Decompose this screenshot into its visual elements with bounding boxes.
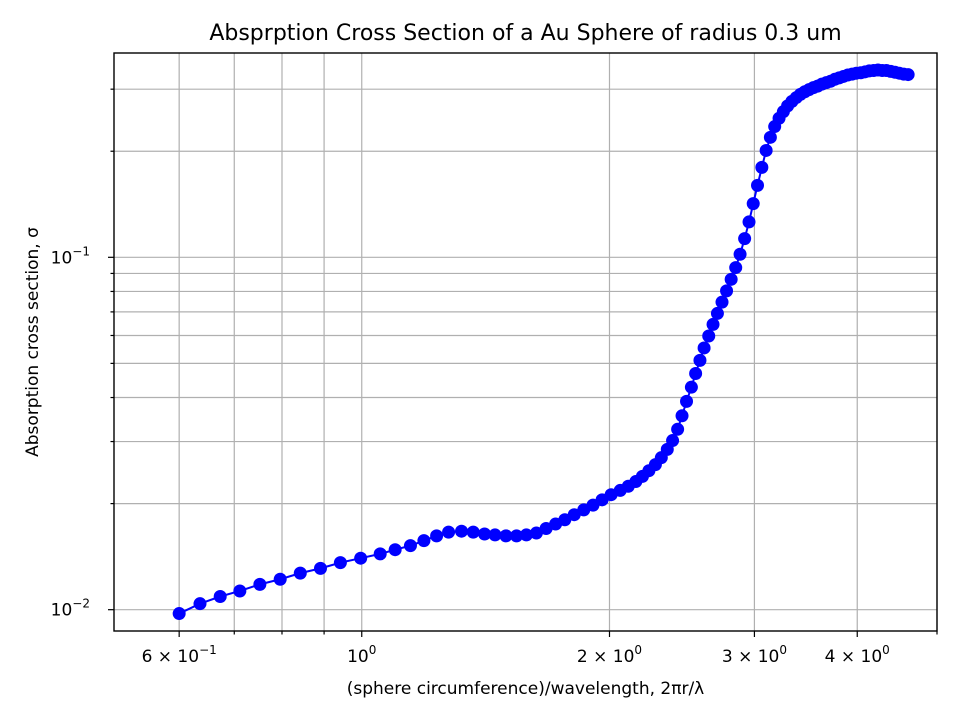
data-point — [751, 178, 765, 192]
data-point — [666, 434, 680, 448]
data-point — [510, 529, 524, 543]
x-tick-label: 4 × 100 — [825, 643, 890, 667]
data-point — [729, 261, 743, 275]
data-point — [720, 284, 734, 298]
data-point — [273, 572, 287, 586]
data-point — [693, 353, 707, 367]
data-point — [715, 295, 729, 309]
data-point — [519, 528, 533, 542]
data-point — [697, 341, 711, 355]
series-layer — [172, 63, 915, 621]
data-point — [742, 215, 756, 229]
data-point — [684, 380, 698, 394]
data-point — [733, 247, 747, 261]
data-point — [671, 422, 685, 436]
data-point — [499, 529, 513, 543]
data-point — [172, 607, 186, 621]
data-point — [759, 143, 773, 157]
data-point — [710, 306, 724, 320]
data-point — [724, 272, 738, 286]
data-point — [388, 543, 402, 557]
data-point — [442, 525, 456, 539]
data-point — [763, 130, 777, 144]
data-point — [702, 329, 716, 343]
x-tick-label: 3 × 100 — [722, 643, 787, 667]
data-point — [675, 409, 689, 423]
data-point — [689, 367, 703, 381]
data-point — [354, 551, 368, 565]
data-point — [901, 68, 915, 82]
data-point — [417, 534, 431, 548]
y-axis-label: Absorption cross section, σ — [23, 227, 43, 457]
data-point — [333, 556, 347, 570]
data-point — [466, 525, 480, 539]
chart-title: Absprption Cross Section of a Au Sphere … — [209, 21, 841, 46]
data-point — [313, 561, 327, 575]
data-point — [680, 394, 694, 408]
data-point — [213, 589, 227, 603]
data-point — [529, 526, 543, 540]
data-point — [488, 528, 502, 542]
data-point — [233, 584, 247, 598]
data-point — [755, 160, 769, 174]
data-point — [430, 529, 444, 543]
x-tick-label: 2 × 100 — [577, 643, 642, 667]
data-point — [373, 547, 387, 561]
data-point — [455, 524, 469, 538]
data-point — [403, 539, 417, 553]
data-point — [738, 232, 752, 246]
data-point — [746, 197, 760, 211]
plot-frame — [113, 52, 938, 632]
data-point — [253, 577, 267, 591]
x-axis-label: (sphere circumference)/wavelength, 2πr/λ — [347, 679, 704, 699]
data-point — [706, 317, 720, 331]
grid-layer — [114, 53, 938, 631]
data-point — [478, 527, 492, 541]
data-point — [293, 566, 307, 580]
data-point — [193, 597, 207, 611]
